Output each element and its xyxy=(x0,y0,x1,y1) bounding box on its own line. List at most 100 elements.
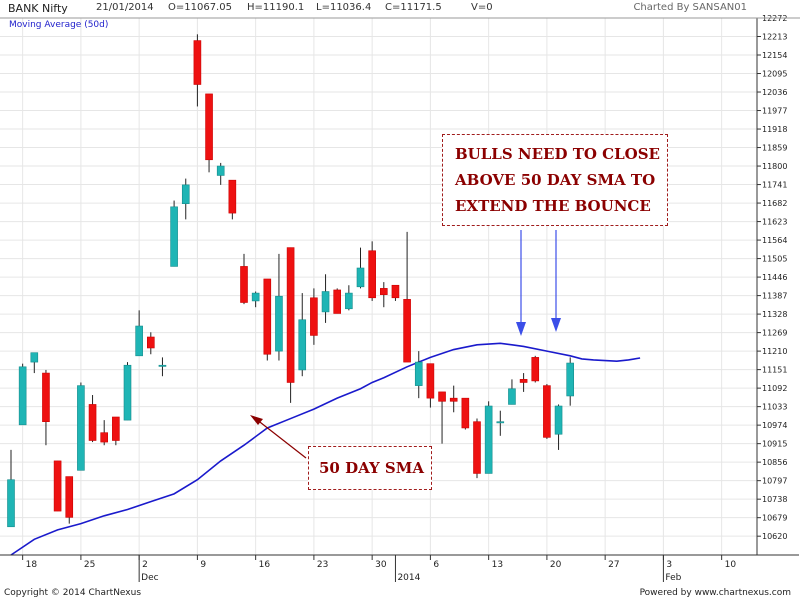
candle-body xyxy=(554,405,563,435)
candle-body xyxy=(461,397,470,429)
y-tick-label: 10856 xyxy=(762,458,787,467)
candle-body xyxy=(88,404,97,441)
candle-down xyxy=(379,282,388,308)
candle-body xyxy=(484,405,493,474)
candle-down xyxy=(461,397,470,430)
candle-up xyxy=(30,352,39,374)
candle-down xyxy=(391,284,400,301)
arrow-layer xyxy=(250,230,561,459)
candle-down xyxy=(112,416,120,446)
candle-body xyxy=(310,297,318,336)
y-tick-label: 10915 xyxy=(762,440,787,449)
candle-up xyxy=(484,401,493,474)
candle-up xyxy=(275,253,283,361)
candle-body xyxy=(135,325,143,357)
candle-body xyxy=(123,364,132,421)
candle-body xyxy=(321,291,330,313)
candle-body xyxy=(7,479,15,528)
candle-body xyxy=(438,391,446,402)
bulls-annotation-line2: ABOVE 50 DAY SMA TO xyxy=(455,171,656,189)
candle-body xyxy=(170,206,178,267)
candle-body xyxy=(473,421,481,474)
candle-down xyxy=(403,231,411,363)
candle-up xyxy=(356,247,365,289)
sma-annotation-text: 50 DAY SMA xyxy=(319,459,424,477)
month-label: Dec xyxy=(141,573,158,583)
x-tick-label: 13 xyxy=(492,560,503,570)
candle-down xyxy=(438,391,446,444)
x-tick-label: 16 xyxy=(259,560,271,570)
month-label: 2014 xyxy=(397,573,420,583)
candle-down xyxy=(205,93,213,173)
candle-up xyxy=(77,382,85,471)
month-label: Feb xyxy=(665,573,681,583)
candle-body xyxy=(18,366,27,426)
candle-body xyxy=(193,40,202,85)
candle-up xyxy=(345,285,353,311)
y-tick-label: 11151 xyxy=(762,366,787,375)
candle-down xyxy=(240,253,248,305)
y-tick-label: 10620 xyxy=(762,532,787,541)
candle-up xyxy=(321,274,330,323)
candle-body xyxy=(240,266,248,303)
header-close: C=11171.5 xyxy=(385,2,442,13)
candle-body xyxy=(496,421,505,424)
candle-body xyxy=(228,179,237,214)
y-tick-label: 11859 xyxy=(762,144,787,153)
candle-down xyxy=(473,418,481,479)
ma-layer xyxy=(10,342,641,556)
candle-up xyxy=(135,310,143,357)
ma-50-line xyxy=(10,342,641,556)
candle-body xyxy=(53,460,62,512)
candle-down xyxy=(531,355,540,383)
candle-body xyxy=(158,364,167,367)
bulls-annotation-line1: BULLS NEED TO CLOSE xyxy=(455,145,660,163)
y-tick-label: 11918 xyxy=(762,125,787,134)
bulls-arrow-right-head xyxy=(551,318,561,332)
x-tick-label: 20 xyxy=(550,560,562,570)
sma-annotation: 50 DAY SMA xyxy=(308,446,432,490)
candle-up xyxy=(181,178,190,220)
y-tick-label: 12036 xyxy=(762,88,787,97)
candle-down xyxy=(193,34,202,107)
candle-down xyxy=(333,288,342,314)
candle-body xyxy=(263,278,272,355)
bulls-annotation-line3: EXTEND THE BOUNCE xyxy=(455,197,651,215)
candle-down xyxy=(426,363,435,408)
candle-body xyxy=(42,372,50,422)
x-tick-label: 30 xyxy=(375,560,387,570)
x-tick-label: 25 xyxy=(84,560,95,570)
y-tick-label: 10679 xyxy=(762,514,787,523)
y-tick-label: 11800 xyxy=(762,162,787,171)
x-tick-label: 2 xyxy=(142,560,148,570)
y-tick-label: 12095 xyxy=(762,70,787,79)
x-tick-label: 23 xyxy=(317,560,328,570)
candle-body xyxy=(205,93,213,161)
candle-up xyxy=(508,379,516,405)
candle-body xyxy=(414,361,423,386)
y-tick-label: 11564 xyxy=(762,236,787,245)
y-tick-label: 11623 xyxy=(762,218,787,227)
y-tick-label: 11977 xyxy=(762,107,787,116)
candle-body xyxy=(379,288,388,295)
candle-body xyxy=(449,397,458,402)
candle-body xyxy=(403,299,411,363)
candle-down xyxy=(286,247,295,403)
candle-body xyxy=(333,289,342,314)
chart-title: BANK Nifty xyxy=(8,2,68,15)
y-tick-label: 11682 xyxy=(762,199,787,208)
candle-up xyxy=(251,291,260,308)
candle-down xyxy=(543,384,551,439)
y-tick-label: 11092 xyxy=(762,384,787,393)
candle-down xyxy=(228,179,237,220)
y-tick-label: 10738 xyxy=(762,495,787,504)
charted-by: Charted By SANSAN01 xyxy=(633,2,747,13)
candle-down xyxy=(65,476,74,524)
y-tick-label: 11269 xyxy=(762,329,787,338)
candle-body xyxy=(531,357,540,382)
sma-arrow-head xyxy=(250,415,263,425)
candle-down xyxy=(263,278,272,361)
candle-up xyxy=(566,357,575,406)
